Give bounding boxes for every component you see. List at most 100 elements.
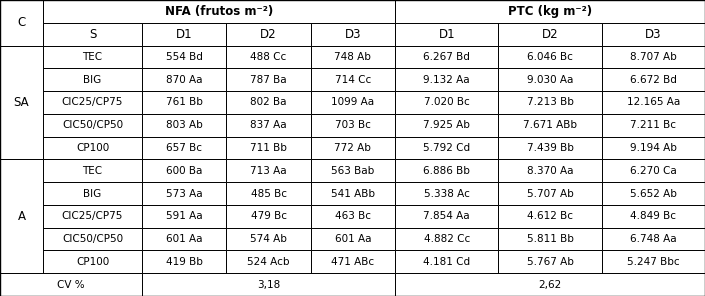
Text: 600 Ba: 600 Ba	[166, 166, 202, 176]
Text: 7.213 Bb: 7.213 Bb	[527, 97, 573, 107]
Bar	[601, 182, 705, 205]
Text: 479 Bc: 479 Bc	[250, 211, 286, 221]
Bar	[0, 91, 43, 114]
Bar	[226, 114, 311, 137]
Bar	[226, 46, 311, 68]
Bar	[601, 91, 705, 114]
Bar	[395, 46, 498, 68]
Bar	[226, 23, 311, 46]
Bar	[395, 0, 705, 23]
Text: S: S	[89, 28, 96, 41]
Bar	[395, 205, 498, 228]
Bar	[498, 273, 601, 296]
Text: 5.338 Ac: 5.338 Ac	[424, 189, 470, 199]
Text: 5.767 Ab: 5.767 Ab	[527, 257, 573, 267]
Bar	[142, 0, 226, 23]
Bar	[142, 228, 226, 250]
Bar	[601, 114, 705, 137]
Text: 802 Ba: 802 Ba	[250, 97, 287, 107]
Bar	[0, 68, 43, 91]
Bar	[142, 91, 226, 114]
Text: 4.882 Cc: 4.882 Cc	[424, 234, 470, 244]
Bar	[43, 228, 142, 250]
Bar	[395, 250, 498, 273]
Text: 5.707 Ab: 5.707 Ab	[527, 189, 573, 199]
Bar	[311, 91, 395, 114]
Bar	[43, 68, 142, 91]
Bar	[601, 228, 705, 250]
Bar	[311, 228, 395, 250]
Text: 6.046 Bc: 6.046 Bc	[527, 52, 573, 62]
Text: D2: D2	[541, 28, 558, 41]
Bar	[43, 91, 142, 114]
Bar	[43, 159, 142, 182]
Bar	[498, 68, 601, 91]
Text: D3: D3	[645, 28, 661, 41]
Bar	[43, 114, 142, 137]
Text: 3,18: 3,18	[257, 280, 280, 289]
Text: 563 Bab: 563 Bab	[331, 166, 374, 176]
Text: NFA (frutos m⁻²): NFA (frutos m⁻²)	[165, 5, 274, 18]
Bar	[0, 0, 43, 23]
Text: CP100: CP100	[76, 257, 109, 267]
Text: 12.165 Aa: 12.165 Aa	[627, 97, 680, 107]
Text: 7.925 Ab: 7.925 Ab	[423, 120, 470, 130]
Text: BIG: BIG	[83, 75, 102, 85]
Bar	[142, 114, 226, 137]
Bar	[142, 250, 226, 273]
Bar	[142, 273, 226, 296]
Bar	[43, 273, 142, 296]
Bar	[311, 46, 395, 68]
Text: 4.849 Bc: 4.849 Bc	[630, 211, 676, 221]
Text: 601 Aa: 601 Aa	[166, 234, 202, 244]
Text: 772 Ab: 772 Ab	[334, 143, 372, 153]
Text: 9.030 Aa: 9.030 Aa	[527, 75, 573, 85]
Bar	[498, 23, 601, 46]
Text: 657 Bc: 657 Bc	[166, 143, 202, 153]
Bar	[311, 250, 395, 273]
Text: 714 Cc: 714 Cc	[335, 75, 371, 85]
Bar	[0, 182, 43, 205]
Bar	[0, 23, 43, 46]
Text: 2,62: 2,62	[539, 280, 562, 289]
Text: TEC: TEC	[82, 166, 103, 176]
Bar	[498, 205, 601, 228]
Bar	[0, 114, 43, 137]
Bar	[142, 273, 395, 296]
Text: 419 Bb: 419 Bb	[166, 257, 202, 267]
Text: 6.886 Bb: 6.886 Bb	[423, 166, 470, 176]
Bar	[142, 23, 226, 46]
Text: 7.439 Bb: 7.439 Bb	[527, 143, 573, 153]
Bar	[601, 46, 705, 68]
Bar	[311, 23, 395, 46]
Text: C: C	[18, 16, 25, 29]
Bar	[601, 205, 705, 228]
Bar	[498, 228, 601, 250]
Bar	[226, 273, 311, 296]
Bar	[601, 273, 705, 296]
Text: 4.612 Bc: 4.612 Bc	[527, 211, 573, 221]
Bar	[311, 114, 395, 137]
Bar	[311, 137, 395, 159]
Bar	[43, 250, 142, 273]
Bar	[311, 273, 395, 296]
Bar	[395, 273, 498, 296]
Bar	[142, 68, 226, 91]
Bar	[498, 91, 601, 114]
Bar	[311, 205, 395, 228]
Text: 591 Aa: 591 Aa	[166, 211, 202, 221]
Text: CIC50/CP50: CIC50/CP50	[62, 120, 123, 130]
Text: 7.211 Bc: 7.211 Bc	[630, 120, 676, 130]
Bar	[0, 250, 43, 273]
Text: CP100: CP100	[76, 143, 109, 153]
Bar	[0, 273, 142, 296]
Bar	[395, 114, 498, 137]
Text: CIC25/CP75: CIC25/CP75	[62, 211, 123, 221]
Bar	[311, 182, 395, 205]
Bar	[0, 0, 43, 46]
Bar	[395, 228, 498, 250]
Bar	[395, 23, 498, 46]
Text: 1099 Aa: 1099 Aa	[331, 97, 374, 107]
Bar	[226, 68, 311, 91]
Text: CIC25/CP75: CIC25/CP75	[62, 97, 123, 107]
